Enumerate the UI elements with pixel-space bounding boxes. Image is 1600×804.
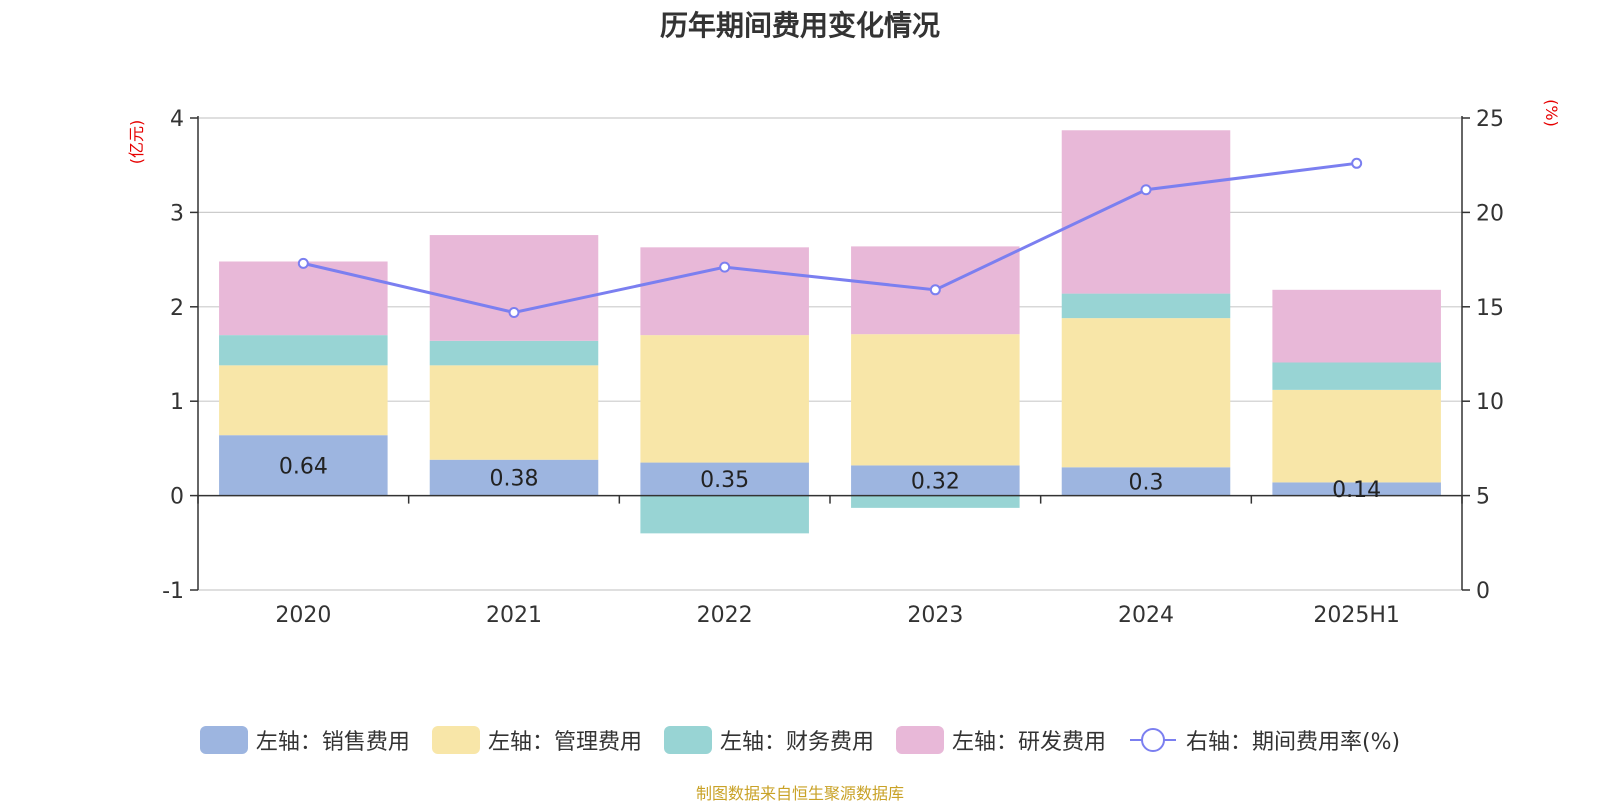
bar-admin-2023	[851, 334, 1020, 466]
x-tick-label: 2025H1	[1313, 603, 1400, 628]
data-label-sales-2025H1: 0.14	[1332, 478, 1381, 503]
source-note: 制图数据来自恒生聚源数据库	[695, 784, 904, 803]
bar-sales-2020	[219, 435, 388, 496]
data-label-sales-2021: 0.38	[490, 467, 539, 492]
right-tick-label: 15	[1476, 296, 1504, 321]
legend-item-finance[interactable]: 左轴：财务费用	[663, 724, 874, 756]
legend-swatch-rd	[895, 726, 944, 754]
legend-line-circle-icon	[1129, 728, 1176, 752]
bar-sales-2021	[429, 459, 599, 496]
left-tick-label: 0	[170, 485, 184, 510]
right-tick-label: 25	[1476, 107, 1504, 132]
right-tick-label: 20	[1476, 201, 1504, 226]
data-label-sales-2024: 0.3	[1129, 470, 1164, 495]
bar-admin-2024	[1061, 318, 1231, 468]
bar-rd-2020	[219, 261, 388, 336]
rate-point-2024	[1140, 184, 1152, 196]
right-tick-label: 10	[1476, 390, 1504, 415]
bar-admin-2025H1	[1272, 389, 1441, 483]
bar-finance-2021	[429, 340, 599, 366]
right-tick-label: 5	[1476, 485, 1490, 510]
legend-label-admin: 左轴：管理费用	[487, 730, 642, 755]
bars	[219, 130, 1441, 534]
left-tick-label: 4	[170, 107, 184, 132]
bar-sales-2023	[851, 465, 1020, 496]
left-axis-unit: (亿元)	[127, 120, 146, 165]
legend-label-rate: 右轴：期间费用率(%)	[1185, 730, 1401, 755]
x-tick-label: 2023	[907, 603, 963, 628]
x-tick-label: 2022	[697, 603, 753, 628]
bar-admin-2020	[219, 365, 388, 436]
bar-rd-2021	[429, 235, 599, 341]
bar-sales-2025H1	[1272, 482, 1441, 496]
chart-title: 历年期间费用变化情况	[659, 9, 940, 42]
rate-point-2021	[508, 306, 520, 318]
right-axis-unit: (%)	[1542, 99, 1561, 127]
bar-sales-2022	[640, 462, 809, 496]
left-tick-label: 3	[170, 201, 184, 226]
axes: -1 0 1 2 3 4 0 5 10 15 20 25 2020 2021 2022 2023 2024 202…	[127, 99, 1561, 628]
bar-finance-2020	[219, 335, 388, 366]
left-tick-label: 2	[170, 296, 184, 321]
rate-line	[297, 157, 1363, 318]
legend-item-rate[interactable]: 右轴：期间费用率(%)	[1128, 724, 1400, 756]
x-tick-label: 2020	[275, 603, 331, 628]
data-label-sales-2023: 0.32	[911, 469, 960, 494]
left-tick-label: 1	[170, 390, 184, 415]
rate-point-2023	[929, 284, 941, 296]
legend-label-rd: 左轴：研发费用	[951, 730, 1106, 755]
bar-sales-2024	[1061, 467, 1231, 496]
rate-point-2022	[719, 261, 731, 273]
legend: 左轴：销售费用 左轴：管理费用 左轴：财务费用 左轴：研发费用 右轴：期间费用率…	[0, 724, 1600, 756]
x-tick-label: 2021	[486, 603, 542, 628]
bar-admin-2021	[429, 365, 599, 460]
bar-rd-2022	[640, 247, 809, 336]
rate-line-path	[302, 161, 1357, 315]
legend-swatch-admin	[431, 726, 480, 754]
legend-item-rd[interactable]: 左轴：研发费用	[895, 724, 1106, 756]
bar-admin-2022	[640, 335, 809, 463]
bar-rd-2024	[1061, 130, 1231, 294]
legend-swatch-sales	[199, 726, 248, 754]
rate-point-2020	[297, 257, 309, 269]
rate-point-2025H1	[1351, 157, 1363, 169]
bar-rd-2025H1	[1272, 289, 1441, 363]
right-tick-label: 0	[1476, 579, 1490, 604]
bar-finance-2025H1	[1272, 362, 1441, 390]
data-label-sales-2020: 0.64	[279, 454, 328, 479]
bar-finance-2022	[640, 495, 809, 534]
bar-finance-2024	[1061, 293, 1231, 319]
legend-item-admin[interactable]: 左轴：管理费用	[431, 724, 642, 756]
legend-swatch-finance	[663, 726, 712, 754]
data-labels: 0.64 0.38 0.35 0.32 0.3 0.14	[279, 454, 1381, 503]
legend-label-sales: 左轴：销售费用	[255, 730, 410, 755]
legend-item-sales[interactable]: 左轴：销售费用	[199, 724, 410, 756]
legend-label-finance: 左轴：财务费用	[719, 730, 874, 755]
data-label-sales-2022: 0.35	[700, 468, 749, 493]
x-tick-label: 2024	[1118, 603, 1174, 628]
bar-finance-2023	[851, 495, 1020, 508]
left-tick-label: -1	[162, 579, 184, 604]
